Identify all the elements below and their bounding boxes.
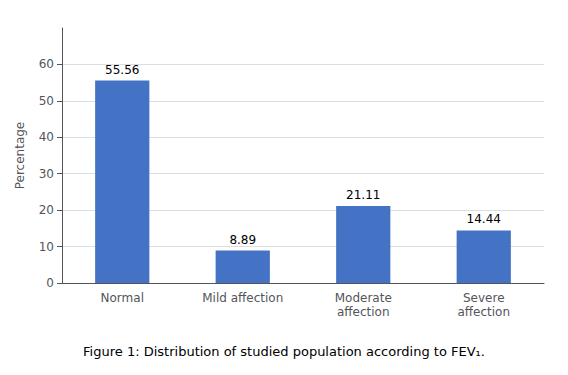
svg-text:40: 40 bbox=[39, 130, 54, 144]
svg-text:20: 20 bbox=[39, 203, 54, 217]
svg-text:Moderate: Moderate bbox=[335, 291, 392, 305]
svg-text:Severe: Severe bbox=[463, 291, 505, 305]
svg-text:Mild affection: Mild affection bbox=[202, 291, 283, 305]
svg-text:21.11: 21.11 bbox=[346, 188, 380, 202]
svg-text:0: 0 bbox=[46, 276, 54, 290]
svg-text:Normal: Normal bbox=[101, 291, 144, 305]
svg-text:8.89: 8.89 bbox=[229, 233, 256, 247]
svg-text:50: 50 bbox=[39, 94, 54, 108]
svg-text:Figure 1: Distribution of stud: Figure 1: Distribution of studied popula… bbox=[83, 344, 485, 359]
svg-text:60: 60 bbox=[39, 57, 54, 71]
svg-text:Percentage: Percentage bbox=[13, 122, 27, 190]
svg-text:10: 10 bbox=[39, 240, 54, 254]
svg-text:affection: affection bbox=[457, 305, 510, 319]
svg-text:55.56: 55.56 bbox=[105, 63, 139, 77]
svg-text:14.44: 14.44 bbox=[467, 212, 501, 226]
svg-text:affection: affection bbox=[337, 305, 390, 319]
svg-text:30: 30 bbox=[39, 167, 54, 181]
